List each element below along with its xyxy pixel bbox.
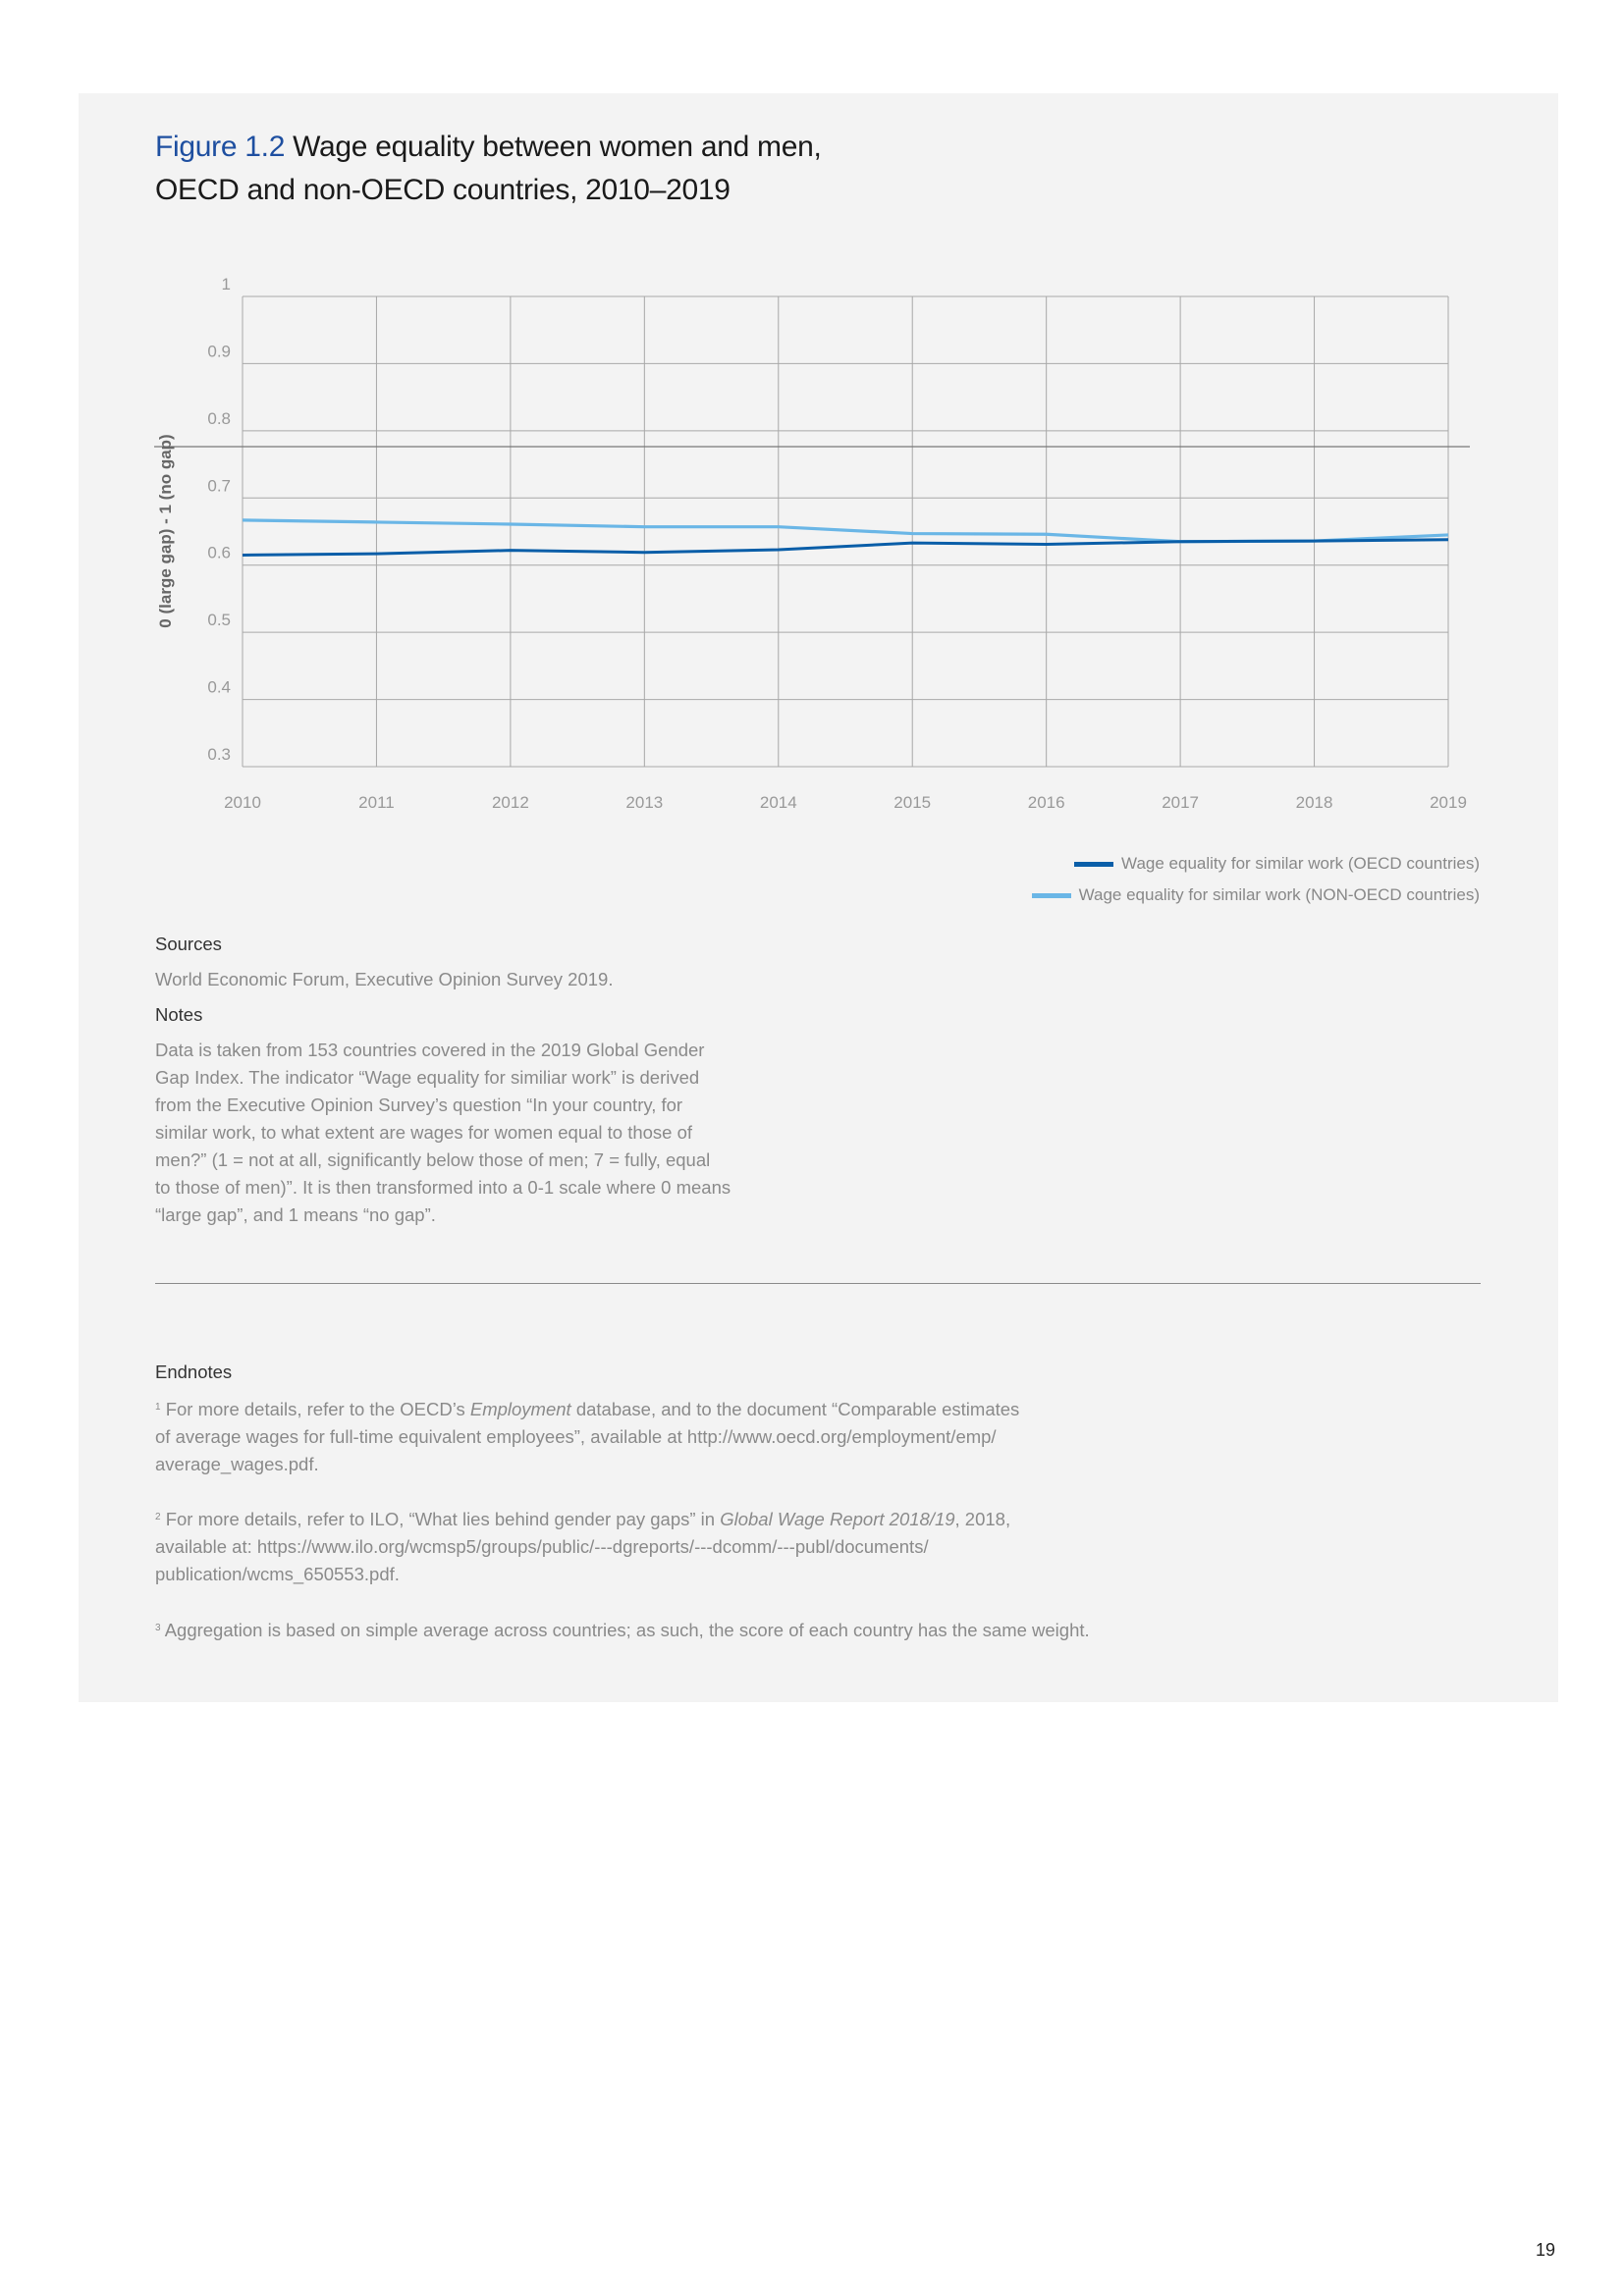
y-tick-label: 0.9 [207,342,231,360]
legend-item-non-oecd: Wage equality for similar work (NON-OECD… [1031,880,1480,911]
x-tick-label: 2015 [893,793,931,812]
y-tick-label: 0.4 [207,678,231,697]
line-chart: 0.3 0.4 0.5 0.6 0.7 0.8 0.9 1 2010 2011 2012 2013 20… [154,275,1470,812]
x-tick-label: 2013 [625,793,663,812]
figure-title: Figure 1.2 Wage equality between women a… [155,126,822,212]
x-tick-label: 2010 [224,793,261,812]
series-line-non-oecd [242,518,1449,544]
y-tick-label: 0.6 [207,544,231,562]
section-divider [155,1283,1481,1284]
page-number: 19 [1536,2240,1556,2260]
notes-line: Gap Index. The indicator “Wage equality … [155,1067,700,1088]
notes-line: Data is taken from 153 countries covered… [155,1040,705,1060]
x-tick-label: 2016 [1028,793,1065,812]
x-tick-label: 2017 [1162,793,1199,812]
y-tick-label: 0.7 [207,476,231,495]
endnote-1: 1 For more details, refer to the OECD’s … [155,1399,1020,1474]
notes-line: “large gap”, and 1 means “no gap”. [155,1204,436,1225]
notes-line: from the Executive Opinion Survey’s ques… [155,1095,683,1115]
figure-panel [79,93,1558,1702]
legend-swatch-non-oecd [1031,893,1071,899]
y-tick-label: 1 [222,275,231,294]
endnote-2: 2 For more details, refer to ILO, “What … [155,1509,1011,1584]
legend-label-non-oecd: Wage equality for similar work (NON-OECD… [1078,885,1480,904]
y-tick-label: 0.3 [207,745,231,764]
figure-title-line1: Wage equality between women and men, [293,131,822,163]
notes-line: similar work, to what extent are wages f… [155,1122,693,1143]
x-tick-label: 2012 [492,793,529,812]
x-tick-label: 2018 [1296,793,1333,812]
x-tick-label: 2014 [760,793,797,812]
endnote-3: 3 Aggregation is based on simple average… [155,1620,1090,1640]
figure-label: Figure 1.2 [155,131,286,163]
x-tick-label: 2011 [358,793,395,812]
notes-line: to those of men)”. It is then transforme… [155,1177,731,1198]
x-tick-label: 2019 [1430,793,1467,812]
sources-heading: Sources [155,934,222,954]
series-line-oecd [242,538,1449,557]
legend-swatch-oecd [1074,862,1114,868]
y-axis-label: 0 (large gap) - 1 (no gap) [156,434,175,627]
figure-title-line2: OECD and non-OECD countries, 2010–2019 [155,174,731,206]
notes-heading: Notes [155,1004,203,1025]
y-tick-label: 0.8 [207,409,231,428]
notes-line: men?” (1 = not at all, significantly bel… [155,1149,711,1170]
y-tick-label: 0.5 [207,611,231,629]
sources-text: World Economic Forum, Executive Opinion … [155,969,614,989]
endnotes-heading: Endnotes [155,1362,233,1382]
notes-text: Data is taken from 153 countries covered… [155,1037,731,1229]
legend-item-oecd: Wage equality for similar work (OECD cou… [1032,848,1480,880]
legend-label-oecd: Wage equality for similar work (OECD cou… [1121,854,1480,873]
chart-legend: Wage equality for similar work (OECD cou… [1031,848,1480,911]
